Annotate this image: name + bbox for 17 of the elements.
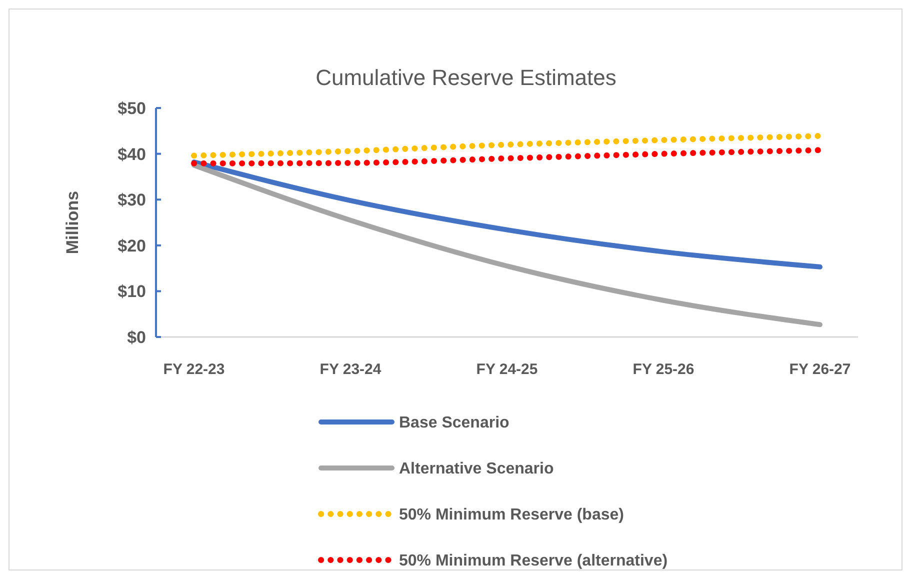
y-tick-label: $40: [118, 144, 146, 164]
y-tick-label: $0: [127, 328, 146, 347]
y-axis-title: Millions: [63, 190, 82, 254]
y-tick-label: $10: [118, 282, 146, 302]
legend-label: 50% Minimum Reserve (alternative): [399, 552, 668, 570]
x-tick-label: FY 22-23: [163, 361, 225, 378]
legend-label: Alternative Scenario: [399, 460, 554, 478]
x-tick-label: FY 23-24: [320, 361, 382, 378]
y-tick-label: $30: [118, 190, 146, 210]
legend-label: Base Scenario: [399, 414, 510, 432]
legend-label: 50% Minimum Reserve (base): [399, 506, 624, 524]
y-tick-label: $20: [118, 236, 146, 256]
x-tick-label: FY 25-26: [632, 361, 694, 378]
y-tick-label: $50: [118, 98, 146, 118]
x-tick-label: FY 26-27: [789, 361, 851, 378]
chart-title: Cumulative Reserve Estimates: [316, 65, 616, 90]
x-tick-label: FY 24-25: [476, 361, 538, 378]
